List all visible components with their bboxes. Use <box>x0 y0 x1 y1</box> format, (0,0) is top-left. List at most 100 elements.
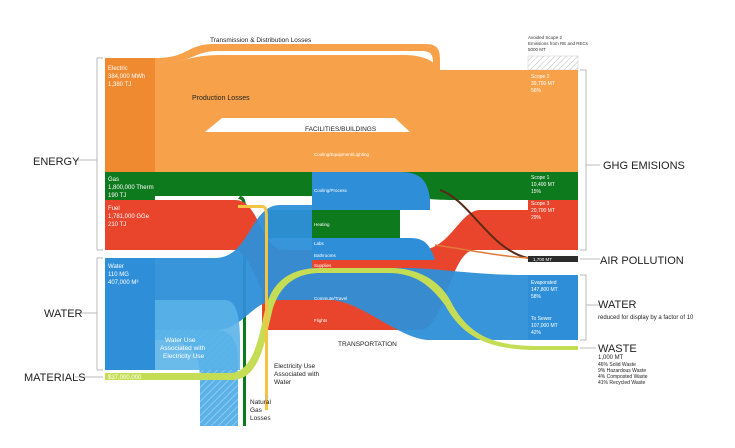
waste-node <box>528 346 578 350</box>
elec-water-l1: Electricity Use <box>274 363 316 370</box>
avoided-l2: Emissions from RE and RECs <box>528 41 589 46</box>
ghg-bracket <box>580 69 600 251</box>
category-labels: ENERGY WATER MATERIALS GHG EMISIONS AIR … <box>24 156 694 384</box>
waste-l1: 46% Solid Waste <box>598 362 636 368</box>
facilities-label: FACILITIES/BUILDINGS <box>305 126 377 133</box>
use-fleet: Fleet <box>314 332 325 337</box>
scope1-name: Scope 1 <box>531 175 550 181</box>
gas-v2: 190 TJ <box>108 193 126 199</box>
water-bracket <box>80 257 103 371</box>
elec-water-l3: Water <box>274 379 292 386</box>
td-loss-band <box>155 44 440 70</box>
scope3-node <box>528 200 578 250</box>
waste-label: WASTE <box>598 343 637 355</box>
air-pollution-node <box>528 256 578 262</box>
gas-name: Gas <box>108 177 119 183</box>
materials-v1: $37,000,000 <box>108 375 142 381</box>
use-commute: Commute/Travel <box>314 296 347 301</box>
waste-l2: 9% Hazardous Waste <box>598 368 646 374</box>
sewer-v2: 42% <box>531 330 542 336</box>
ghg-label: GHG EMISIONS <box>603 160 685 172</box>
materials-node <box>105 373 155 380</box>
use-cooling-lighting: Cooling/Equipment/Lighting <box>314 152 370 157</box>
water-lower-fill <box>155 300 240 370</box>
water-node <box>105 258 155 370</box>
gas-v1: 1,800,000 Therm <box>108 185 154 191</box>
water-elec-l2: Associated with <box>160 345 206 352</box>
materials-label: MATERIALS <box>24 372 86 384</box>
use-heating: Heating <box>314 222 330 227</box>
evaporated-v2: 58% <box>531 294 542 300</box>
fuel-name: Fuel <box>108 206 120 212</box>
electric-node <box>105 58 155 172</box>
waste-l4: 41% Recycled Waste <box>598 380 646 386</box>
fuel-v1: 1,781,000 GGe <box>108 214 150 220</box>
water-out-bracket <box>580 274 600 341</box>
avoided-l1: Avoided Scope 2 <box>528 35 562 40</box>
output-node-text: Avoided Scope 2 Emissions from RE and RE… <box>528 35 648 386</box>
scope2-name: Scope 2 <box>531 74 550 80</box>
gas-node <box>105 172 155 200</box>
scope2-v1: 39,700 MT <box>531 81 555 87</box>
waste-l3: 4% Composted Waste <box>598 374 648 380</box>
sewer-v1: 107,000 MT <box>531 323 558 329</box>
use-cooling-process: Cooling/Process <box>314 188 348 193</box>
elec-water-l2: Associated with <box>274 371 320 378</box>
electric-name: Electric <box>108 66 128 72</box>
fuel-v2: 210 TJ <box>108 222 126 228</box>
flow-labels: Transmission & Distribution Losses Produ… <box>160 37 397 422</box>
output-nodes <box>527 55 579 350</box>
water-labs-band <box>312 238 435 260</box>
use-flights: Flights <box>314 318 328 323</box>
scope3-v1: 20,700 MT <box>531 208 555 214</box>
scope1-v1: 10,400 MT <box>531 182 555 188</box>
electric-v1: 384,000 MWh <box>108 74 145 80</box>
scope3-v2: 29% <box>531 215 542 221</box>
use-supplies: Supplies <box>314 263 332 268</box>
use-labels: Cooling/Equipment/Lighting Cooling/Proce… <box>314 152 370 337</box>
water-label: WATER <box>44 308 83 320</box>
production-losses-label: Production Losses <box>192 95 250 102</box>
scope1-node <box>528 172 578 200</box>
electric-facilities-band <box>312 135 422 172</box>
td-losses-label: Transmission & Distribution Losses <box>210 37 312 44</box>
water-elec-l3: Electricity Use <box>163 353 205 360</box>
input-nodes <box>105 58 155 380</box>
natgas-l2: Gas <box>250 407 263 414</box>
water-out-note: reduced for display by a factor of 10 <box>598 315 694 321</box>
scope2-v2: 56% <box>531 88 542 94</box>
scope2-node <box>528 70 578 172</box>
air-label: AIR POLLUTION <box>600 255 684 267</box>
water-name: Water <box>108 264 124 270</box>
energy-bracket <box>75 57 103 251</box>
water-v1: 110 MG <box>108 272 129 278</box>
waste-v1: 1,000 MT <box>598 355 624 361</box>
evaporated-node <box>528 275 578 311</box>
use-bathrooms: Bathrooms <box>314 253 337 258</box>
scope3-name: Scope 3 <box>531 201 550 207</box>
natgas-l3: Losses <box>250 415 271 422</box>
energy-label: ENERGY <box>33 156 80 168</box>
electric-flows <box>155 44 528 172</box>
electric-scope2-band <box>420 70 528 172</box>
use-labs: Labs <box>314 241 325 246</box>
facilities-notch <box>205 118 410 132</box>
electric-water-strand <box>238 205 268 410</box>
sewer-node <box>528 311 578 340</box>
natgas-l1: Natural <box>250 399 272 406</box>
evaporated-v1: 147,800 MT <box>531 287 558 293</box>
evaporated-name: Evaporated <box>531 280 557 286</box>
input-node-text: Electric 384,000 MWh 1,380 TJ Gas 1,800,… <box>108 66 154 381</box>
water-v2: 407,000 M³ <box>108 280 138 286</box>
transportation-label: TRANSPORTATION <box>338 341 397 348</box>
scope1-v2: 15% <box>531 189 542 195</box>
air-pollution-strand <box>439 189 529 259</box>
air-v1: 1,700 MT <box>533 257 552 262</box>
brackets <box>75 57 600 400</box>
avoided-l3: 5000 MT <box>528 47 546 52</box>
fuel-node <box>105 200 155 250</box>
water-elec-l1: Water Use <box>165 337 196 344</box>
water-cooling-band <box>312 172 430 210</box>
avoided-scope2-node <box>527 55 579 71</box>
